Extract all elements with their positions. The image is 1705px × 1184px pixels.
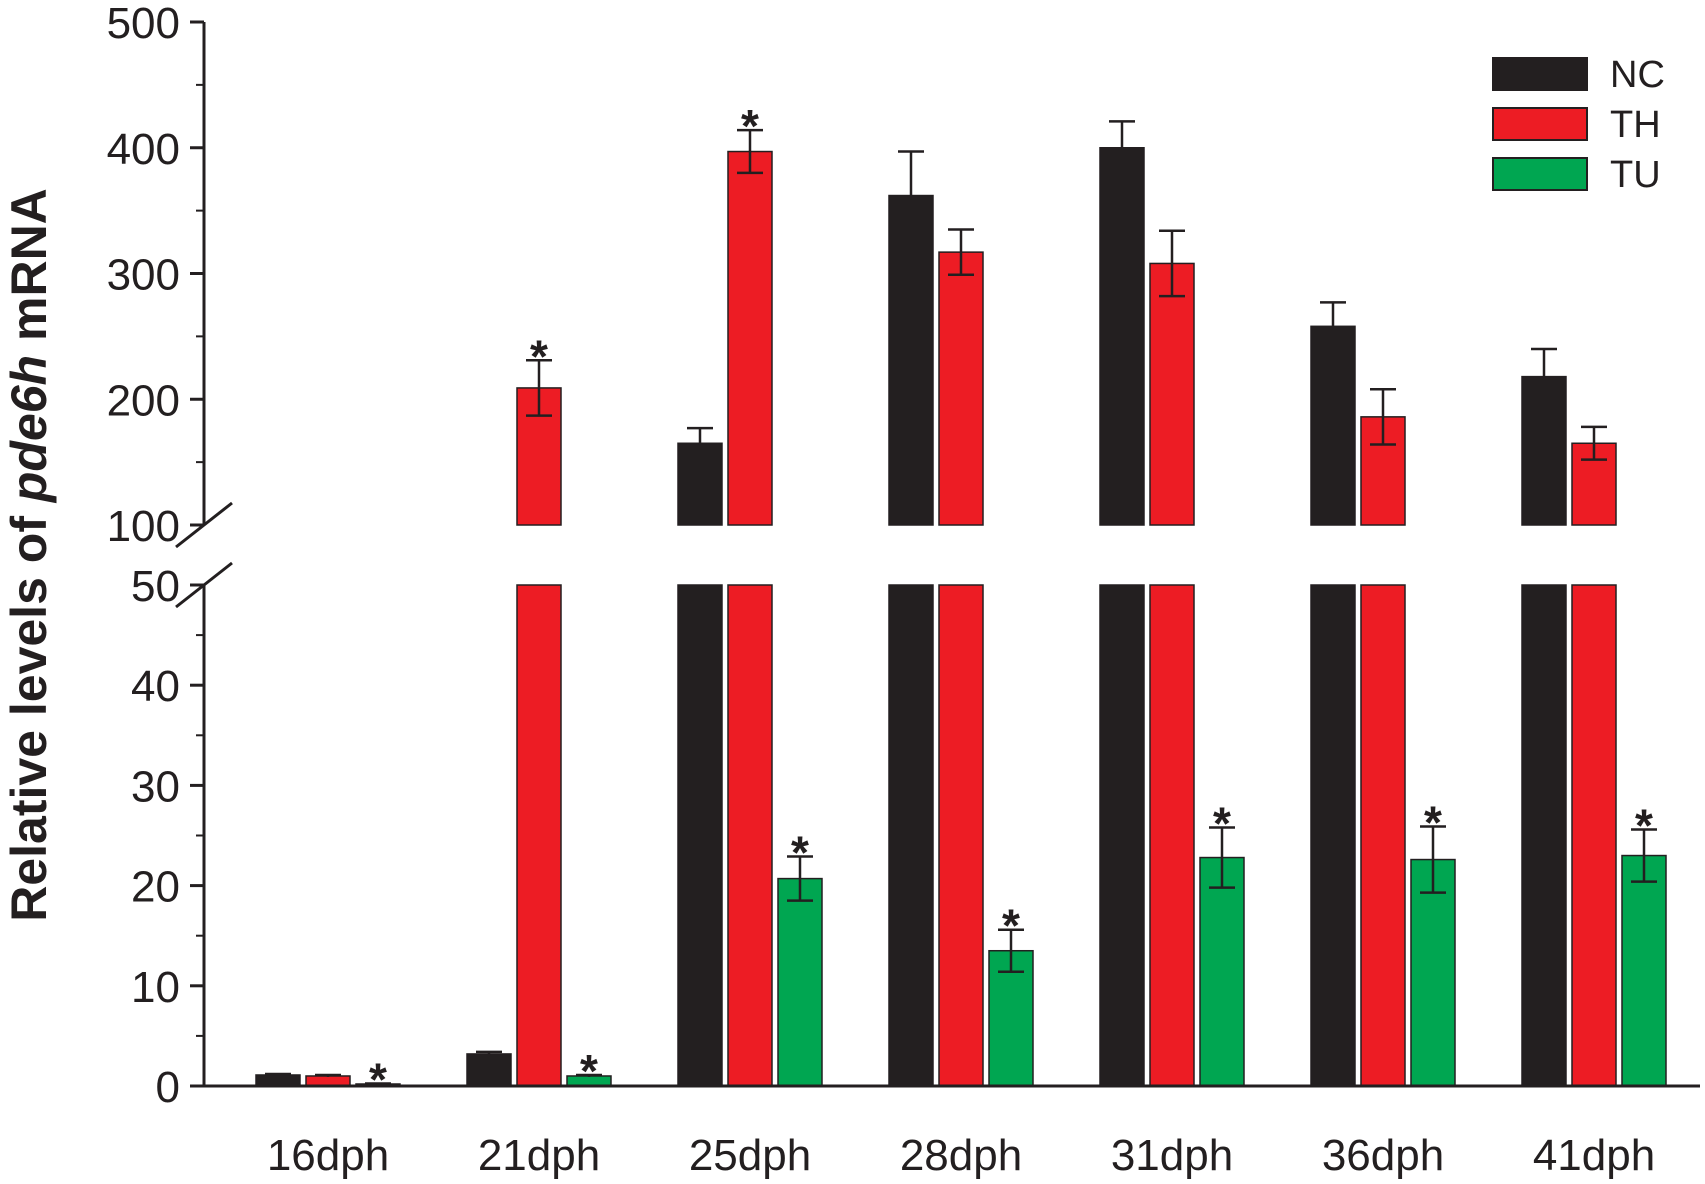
y-tick-label-0: 0 — [156, 1063, 180, 1112]
significance-marker-TH-25dph: * — [741, 100, 759, 152]
legend-swatch-TU — [1492, 157, 1588, 191]
y-axis-title-part-1: Relative levels of — [1, 502, 57, 922]
significance-marker-TU-41dph: * — [1635, 799, 1653, 851]
bar-NC-41dph-lower — [1521, 584, 1567, 1087]
bar-NC-21dph — [466, 1053, 512, 1087]
significance-marker-TU-25dph: * — [791, 827, 809, 879]
bar-TH-25dph-upper — [727, 150, 773, 526]
bar-NC-25dph-lower — [677, 584, 723, 1087]
y-tick-label-20: 20 — [131, 863, 180, 912]
bar-NC-36dph-upper — [1310, 325, 1356, 526]
y-tick-label-30: 30 — [131, 762, 180, 811]
legend-label-NC: NC — [1610, 54, 1665, 96]
axes-layer — [175, 20, 1700, 1088]
y-axis-title-part-3: mRNA — [1, 188, 57, 355]
y-tick-label-200: 200 — [107, 376, 180, 425]
y-tick-label-300: 300 — [107, 251, 180, 300]
significance-marker-TH-21dph: * — [530, 330, 548, 382]
bar-NC-36dph-lower — [1310, 584, 1356, 1087]
bar-TU-36dph — [1410, 858, 1456, 1087]
significance-marker-TU-16dph: * — [369, 1053, 387, 1105]
bar-TU-25dph — [777, 877, 823, 1087]
bar-NC-31dph-upper — [1099, 147, 1145, 526]
significance-marker-TU-36dph: * — [1424, 796, 1442, 848]
x-tick-label-16dph: 16dph — [267, 1131, 389, 1180]
y-tick-label-500: 500 — [107, 0, 180, 48]
bar-TH-16dph — [305, 1075, 351, 1087]
bar-TH-31dph-lower — [1149, 584, 1195, 1087]
y-axis-title-gene: pde6h — [1, 355, 57, 504]
y-tick-label-10: 10 — [131, 963, 180, 1012]
bar-TH-25dph-lower — [727, 584, 773, 1087]
bar-TH-36dph-lower — [1360, 584, 1406, 1087]
x-tick-label-41dph: 41dph — [1533, 1131, 1655, 1180]
y-tick-label-40: 40 — [131, 662, 180, 711]
bars-layer — [255, 120, 1667, 1087]
bar-NC-28dph-lower — [888, 584, 934, 1087]
legend-label-TH: TH — [1610, 104, 1661, 146]
x-tick-label-25dph: 25dph — [689, 1131, 811, 1180]
bar-TU-41dph — [1621, 854, 1667, 1087]
x-tick-label-21dph: 21dph — [478, 1131, 600, 1180]
significance-marker-TU-21dph: * — [580, 1045, 598, 1097]
svg-text:Relative levels of pde6h mRNA: Relative levels of pde6h mRNA — [1, 188, 57, 922]
y-tick-label-50: 50 — [131, 562, 180, 611]
y-tick-label-100: 100 — [107, 502, 180, 551]
legend-swatch-NC — [1492, 57, 1588, 91]
bar-TH-28dph-upper — [938, 251, 984, 526]
bar-NC-41dph-upper — [1521, 375, 1567, 526]
bar-NC-31dph-lower — [1099, 584, 1145, 1087]
bar-TH-28dph-lower — [938, 584, 984, 1087]
y-axis-title: Relative levels of pde6h mRNA — [1, 188, 57, 922]
legend: NC TH TU — [1492, 54, 1665, 196]
significance-marker-TU-28dph: * — [1002, 900, 1020, 952]
bar-NC-16dph — [255, 1074, 301, 1087]
legend-swatch-TH — [1492, 107, 1588, 141]
bar-NC-25dph-upper — [677, 442, 723, 526]
legend-label-TU: TU — [1610, 154, 1661, 196]
significance-marker-TU-31dph: * — [1213, 797, 1231, 849]
x-tick-label-31dph: 31dph — [1111, 1131, 1233, 1180]
x-tick-label-28dph: 28dph — [900, 1131, 1022, 1180]
y-tick-label-400: 400 — [107, 125, 180, 174]
labels-layer: * 16dph * * 21dph * * 25dph * 28dph * 31dph * 36dph * 4… — [107, 0, 1656, 1180]
bar-NC-28dph-upper — [888, 194, 934, 526]
bar-TH-31dph-upper — [1149, 262, 1195, 526]
bar-TU-31dph — [1199, 856, 1245, 1087]
bar-TH-21dph-lower — [516, 584, 562, 1087]
x-tick-label-36dph: 36dph — [1322, 1131, 1444, 1180]
bar-TH-41dph-lower — [1571, 584, 1617, 1087]
